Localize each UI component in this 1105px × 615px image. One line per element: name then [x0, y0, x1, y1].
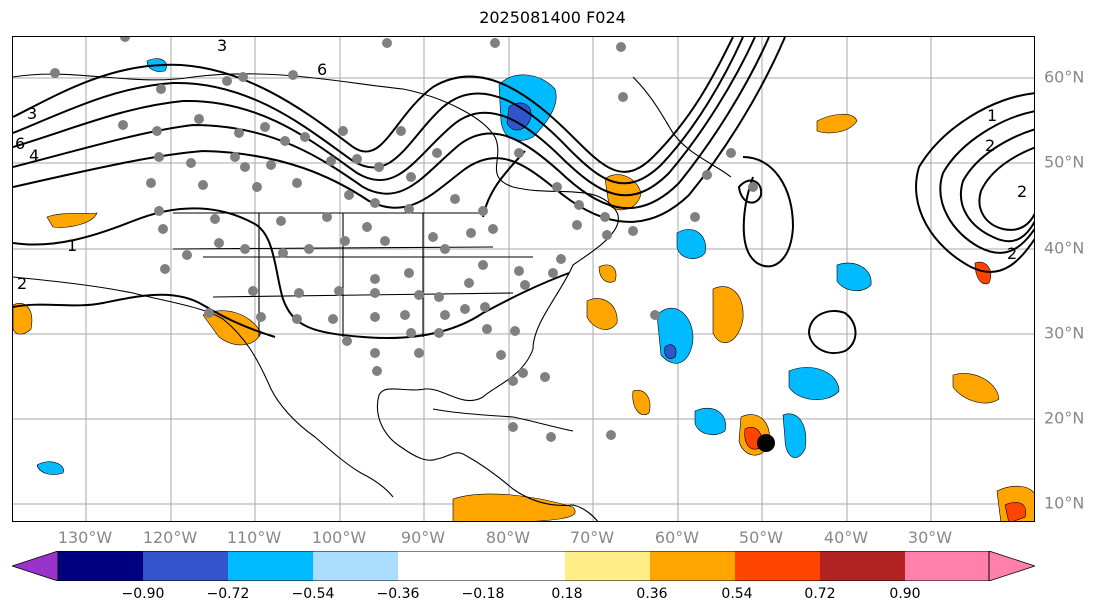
station-dots	[50, 37, 758, 442]
shade-orange-mexico	[13, 303, 33, 335]
shade-blue-atl5	[782, 413, 807, 458]
lat-label: 30°N	[1044, 323, 1085, 343]
shade-red-e	[974, 261, 992, 285]
shade-orange-ne	[816, 113, 858, 134]
shade-blue-pac	[36, 461, 64, 475]
colorbar-tick: 0.90	[889, 586, 921, 602]
colorbar-tick: 0.54	[721, 586, 753, 602]
colorbar-tick: 0.36	[636, 586, 668, 602]
lon-label: 60°W	[654, 528, 700, 547]
shade-blue-atl4	[694, 407, 726, 435]
lon-label: 40°W	[823, 528, 869, 547]
map-title: 2025081400 F024	[479, 8, 626, 27]
contour-lines	[13, 37, 1034, 354]
shade-blue-atl3	[788, 367, 840, 401]
lon-label: 130°W	[57, 528, 113, 547]
shade-darkblue-atl1	[664, 344, 677, 359]
contour-label: 2	[1017, 182, 1027, 201]
shade-orange-atl1	[586, 298, 618, 330]
lon-label: 80°W	[485, 528, 531, 547]
lat-label: 10°N	[1044, 493, 1085, 513]
lon-label: 110°W	[226, 528, 282, 547]
colorbar-tick: 0.72	[804, 586, 836, 602]
lon-label: 30°W	[907, 528, 953, 547]
lon-label: 50°W	[738, 528, 784, 547]
contour-label: 3	[27, 104, 37, 123]
shade-orange-atl4	[598, 264, 617, 283]
lat-label: 60°N	[1044, 67, 1085, 87]
colorbar	[10, 550, 1037, 582]
map-area: 3 6 3 6 4 1 2 1 2 2 2	[12, 36, 1035, 522]
shade-red-se	[1004, 502, 1027, 521]
lon-label: 100°W	[311, 528, 367, 547]
storm-marker	[757, 434, 775, 452]
shaded-fields	[13, 58, 1034, 521]
lon-label: 70°W	[569, 528, 615, 547]
coastlines	[13, 73, 732, 521]
lat-label: 20°N	[1044, 408, 1085, 428]
shade-orange-pac	[46, 212, 98, 228]
colorbar-tick: −0.18	[461, 586, 505, 602]
contour-label: 1	[67, 236, 77, 255]
contour-label: 4	[29, 146, 39, 165]
lat-label: 40°N	[1044, 238, 1085, 258]
colorbar-tick: −0.90	[121, 586, 165, 602]
shade-blue-atl2	[676, 229, 706, 259]
colorbar-tick: −0.54	[291, 586, 335, 602]
shade-orange-atl3	[632, 389, 651, 415]
shade-orange-carib	[452, 493, 576, 521]
shade-orange-e1	[952, 373, 1000, 404]
lon-label: 120°W	[142, 528, 198, 547]
contour-label-group: 3 6 3 6 4 1 2 1 2 2 2	[15, 37, 1027, 293]
contour-label: 6	[317, 60, 327, 79]
contour-label: 2	[17, 274, 27, 293]
shade-orange-atl2	[712, 286, 744, 344]
contour-label: 2	[1007, 244, 1017, 263]
contour-label: 6	[15, 134, 25, 153]
shade-blue-mid	[836, 262, 872, 292]
contour-label: 3	[217, 37, 227, 55]
colorbar-tick: −0.36	[376, 586, 420, 602]
lon-label: 90°W	[400, 528, 446, 547]
colorbar-tick: −0.72	[206, 586, 250, 602]
lat-label: 50°N	[1044, 152, 1085, 172]
contour-label: 2	[985, 136, 995, 155]
colorbar-tick: 0.18	[551, 586, 583, 602]
contour-label: 1	[987, 106, 997, 125]
